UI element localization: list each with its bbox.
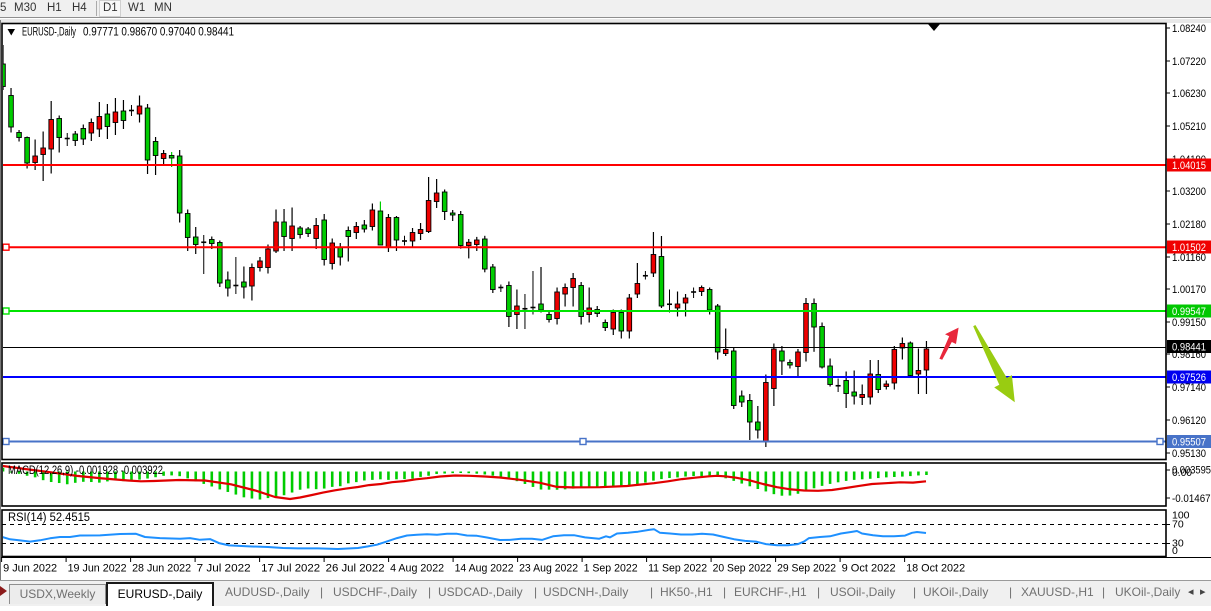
svg-text:-0.014675: -0.014675 bbox=[1172, 493, 1211, 505]
svg-text:14 Aug 2022: 14 Aug 2022 bbox=[455, 563, 514, 575]
svg-text:4 Aug 2022: 4 Aug 2022 bbox=[390, 563, 444, 575]
svg-text:1.08240: 1.08240 bbox=[1172, 23, 1206, 35]
svg-text:0.96120: 0.96120 bbox=[1172, 415, 1206, 427]
svg-text:29 Sep 2022: 29 Sep 2022 bbox=[777, 563, 836, 575]
svg-text:MACD(12,26,9) -0.001928 -0.003: MACD(12,26,9) -0.001928 -0.003922 bbox=[8, 465, 163, 477]
svg-text:0.95130: 0.95130 bbox=[1172, 448, 1206, 460]
svg-text:19 Jun 2022: 19 Jun 2022 bbox=[68, 563, 127, 575]
svg-text:0.003595: 0.003595 bbox=[1172, 465, 1211, 477]
svg-text:1.02180: 1.02180 bbox=[1172, 219, 1206, 231]
svg-text:11 Sep 2022: 11 Sep 2022 bbox=[648, 563, 707, 575]
svg-text:1.06230: 1.06230 bbox=[1172, 88, 1206, 100]
svg-text:26 Jul 2022: 26 Jul 2022 bbox=[326, 563, 385, 575]
svg-text:23 Aug 2022: 23 Aug 2022 bbox=[519, 563, 578, 575]
svg-text:17 Jul 2022: 17 Jul 2022 bbox=[261, 563, 320, 575]
svg-text:0.99150: 0.99150 bbox=[1172, 317, 1206, 329]
svg-text:0.99547: 0.99547 bbox=[1172, 306, 1206, 318]
svg-text:1.00170: 1.00170 bbox=[1172, 284, 1206, 296]
svg-text:70: 70 bbox=[1172, 519, 1184, 531]
svg-text:1.03200: 1.03200 bbox=[1172, 186, 1206, 198]
svg-text:0.98441: 0.98441 bbox=[1172, 342, 1206, 354]
svg-text:0: 0 bbox=[1172, 545, 1178, 557]
svg-text:0.97140: 0.97140 bbox=[1172, 382, 1206, 394]
svg-text:1.07220: 1.07220 bbox=[1172, 56, 1206, 68]
svg-text:1 Sep 2022: 1 Sep 2022 bbox=[584, 563, 638, 575]
svg-text:100: 100 bbox=[1172, 510, 1190, 522]
svg-text:30: 30 bbox=[1172, 538, 1184, 550]
svg-text:7 Jul 2022: 7 Jul 2022 bbox=[197, 563, 251, 575]
svg-text:20 Sep 2022: 20 Sep 2022 bbox=[713, 563, 772, 575]
svg-text:28 Jun 2022: 28 Jun 2022 bbox=[132, 563, 191, 575]
svg-text:EURUSD-,Daily: EURUSD-,Daily bbox=[22, 27, 76, 39]
svg-text:9 Jun 2022: 9 Jun 2022 bbox=[3, 563, 57, 575]
svg-text:1.05210: 1.05210 bbox=[1172, 121, 1206, 133]
svg-text:9 Oct 2022: 9 Oct 2022 bbox=[842, 563, 896, 575]
svg-text:0.00: 0.00 bbox=[1172, 467, 1192, 479]
svg-text:1.01160: 1.01160 bbox=[1172, 252, 1206, 264]
svg-text:RSI(14) 52.4515: RSI(14) 52.4515 bbox=[8, 512, 90, 524]
svg-text:0.97771 0.98670 0.97040 0.9844: 0.97771 0.98670 0.97040 0.98441 bbox=[83, 27, 234, 39]
svg-text:1.01502: 1.01502 bbox=[1172, 242, 1206, 254]
svg-text:0.97526: 0.97526 bbox=[1172, 372, 1206, 384]
svg-text:18 Oct 2022: 18 Oct 2022 bbox=[906, 563, 965, 575]
svg-text:1.04015: 1.04015 bbox=[1172, 160, 1206, 172]
svg-text:0.95507: 0.95507 bbox=[1172, 437, 1206, 449]
